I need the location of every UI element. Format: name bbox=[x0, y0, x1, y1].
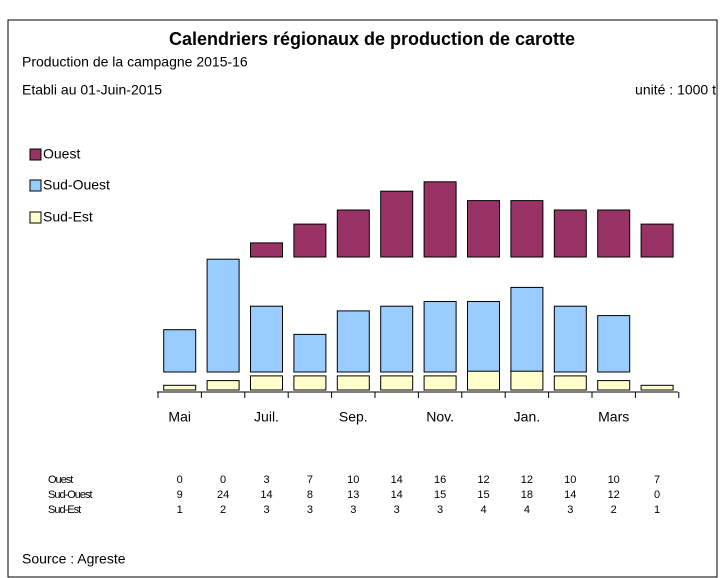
table-value: 4 bbox=[524, 504, 530, 516]
bar bbox=[336, 375, 370, 391]
bar bbox=[597, 209, 631, 258]
table-value: 2 bbox=[611, 504, 617, 516]
bar bbox=[553, 375, 587, 391]
table-value: 24 bbox=[217, 489, 229, 501]
table-value: 14 bbox=[391, 489, 403, 501]
table-value: 12 bbox=[521, 474, 533, 486]
x-tick-label: Mai bbox=[168, 409, 191, 425]
table-value: 3 bbox=[263, 504, 269, 516]
table-row-label: Sud-Ouest bbox=[48, 489, 93, 501]
table-value: 10 bbox=[608, 474, 620, 486]
table-row-label: Sud-Est bbox=[48, 504, 81, 516]
bar bbox=[336, 209, 370, 258]
table-value: 13 bbox=[347, 489, 359, 501]
table-value: 3 bbox=[437, 504, 443, 516]
unit: unité : 1000 t bbox=[635, 82, 716, 98]
table-row-label: Ouest bbox=[48, 474, 73, 486]
subtitle: Production de la campagne 2015-16 bbox=[22, 54, 248, 70]
table-value: 10 bbox=[564, 474, 576, 486]
table-value: 1 bbox=[654, 504, 660, 516]
bar bbox=[423, 301, 457, 373]
bar bbox=[336, 310, 370, 373]
table-value: 9 bbox=[177, 489, 183, 501]
table-value: 3 bbox=[307, 504, 313, 516]
bar bbox=[206, 380, 240, 391]
table-value: 16 bbox=[434, 474, 446, 486]
bar bbox=[163, 384, 197, 391]
table-value: 1 bbox=[177, 504, 183, 516]
x-tick-label: Mars bbox=[598, 409, 629, 425]
table-value: 4 bbox=[480, 504, 486, 516]
table-value: 10 bbox=[347, 474, 359, 486]
x-tick-label: Nov. bbox=[426, 409, 454, 425]
bar bbox=[293, 375, 327, 391]
bar bbox=[467, 200, 500, 258]
chart-title: Calendriers régionaux de production de c… bbox=[169, 29, 575, 49]
table-value: 14 bbox=[391, 474, 403, 486]
table-value: 15 bbox=[477, 489, 489, 501]
bar bbox=[640, 223, 674, 258]
table-value: 12 bbox=[608, 489, 620, 501]
source: Source : Agreste bbox=[22, 551, 126, 567]
bar bbox=[597, 380, 631, 391]
table-value: 3 bbox=[350, 504, 356, 516]
table-value: 0 bbox=[654, 489, 660, 501]
bar bbox=[380, 190, 414, 258]
bar bbox=[640, 384, 674, 391]
bar bbox=[510, 200, 544, 258]
frame bbox=[7, 19, 718, 578]
bar bbox=[250, 242, 283, 258]
table-value: 0 bbox=[177, 474, 183, 486]
bar bbox=[293, 223, 327, 258]
date-note: Etabli au 01-Juin-2015 bbox=[22, 82, 162, 98]
bar bbox=[293, 333, 327, 373]
bar bbox=[380, 375, 414, 391]
bar bbox=[423, 181, 457, 258]
table-value: 3 bbox=[263, 474, 269, 486]
table-value: 7 bbox=[307, 474, 313, 486]
table-value: 2 bbox=[220, 504, 226, 516]
bar bbox=[250, 305, 283, 373]
legend-swatch bbox=[29, 211, 42, 224]
x-tick-label: Juil. bbox=[254, 409, 279, 425]
table-value: 0 bbox=[220, 474, 226, 486]
bar bbox=[553, 209, 587, 258]
bar bbox=[250, 375, 283, 391]
legend-label: Ouest bbox=[43, 146, 80, 162]
x-tick-label: Jan. bbox=[514, 409, 540, 425]
legend-swatch bbox=[29, 148, 42, 161]
table-value: 18 bbox=[521, 489, 533, 501]
bar bbox=[510, 286, 544, 373]
legend-label: Sud-Ouest bbox=[43, 177, 110, 193]
bar bbox=[553, 305, 587, 373]
x-tick-label: Sep. bbox=[339, 409, 368, 425]
table-value: 3 bbox=[394, 504, 400, 516]
legend-swatch bbox=[29, 179, 42, 192]
legend-label: Sud-Est bbox=[43, 209, 93, 225]
bar bbox=[597, 315, 631, 373]
table-value: 8 bbox=[307, 489, 313, 501]
table-value: 14 bbox=[564, 489, 576, 501]
table-value: 7 bbox=[654, 474, 660, 486]
bar bbox=[510, 370, 544, 391]
bar bbox=[467, 370, 500, 391]
table-value: 14 bbox=[260, 489, 272, 501]
table-value: 12 bbox=[477, 474, 489, 486]
bar bbox=[380, 305, 414, 373]
table-value: 3 bbox=[567, 504, 573, 516]
bar bbox=[163, 329, 197, 373]
bar bbox=[467, 301, 500, 373]
bar bbox=[423, 375, 457, 391]
table-value: 15 bbox=[434, 489, 446, 501]
bar bbox=[206, 258, 240, 373]
